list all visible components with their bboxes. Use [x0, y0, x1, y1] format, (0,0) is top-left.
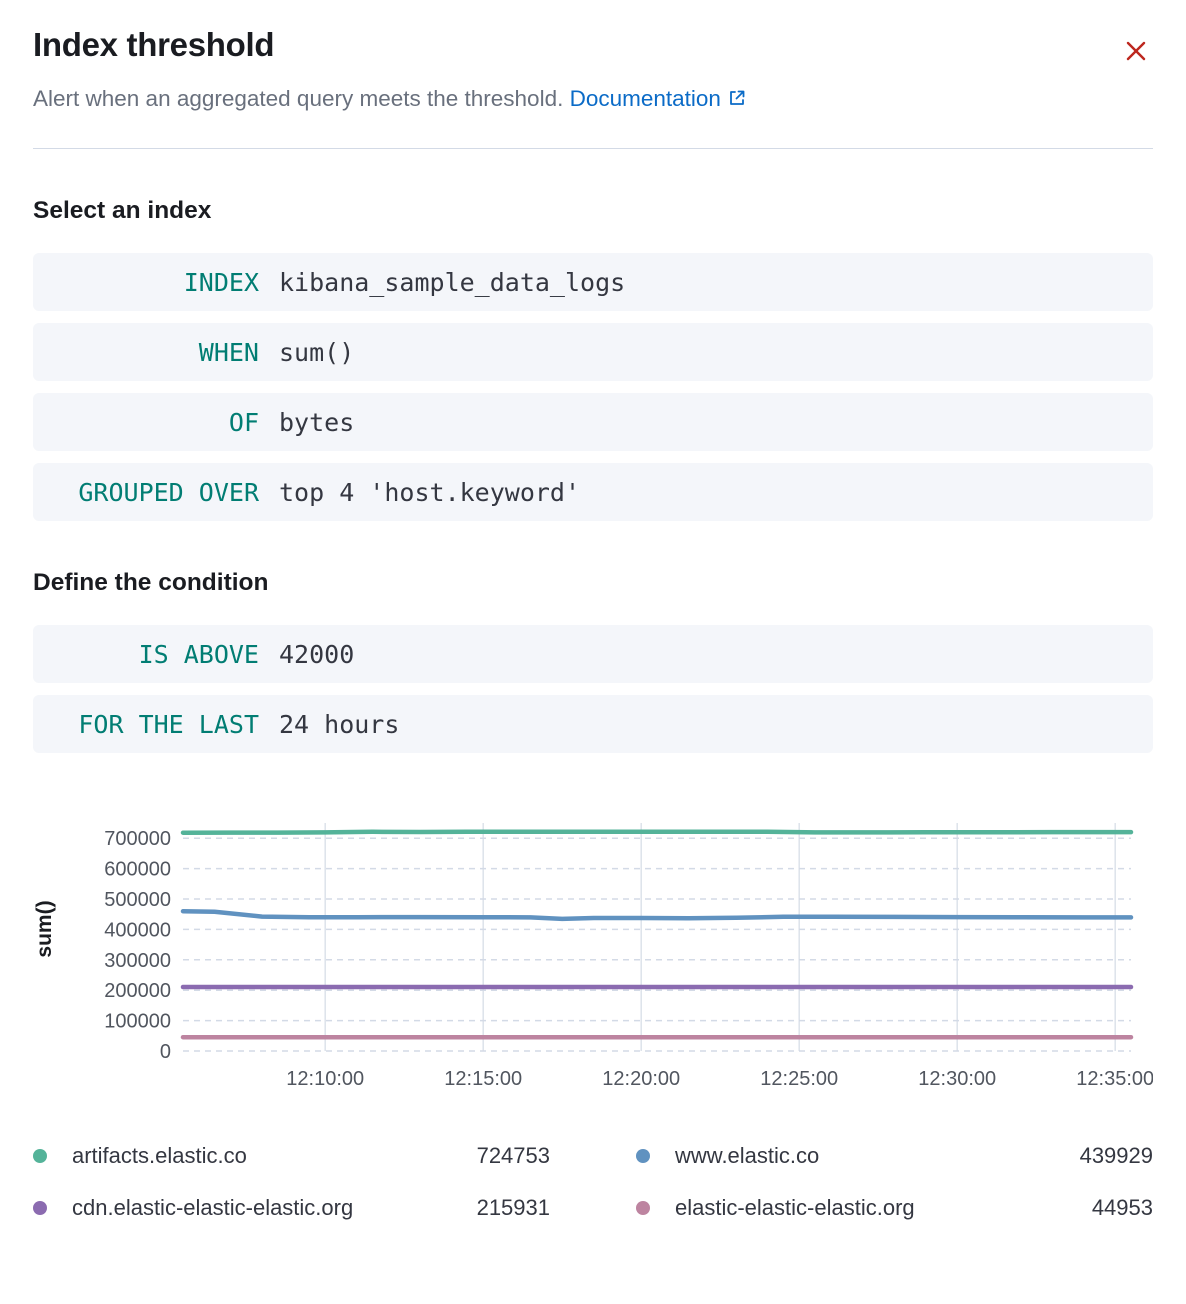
- legend-dot: [33, 1149, 47, 1163]
- expression-is-above[interactable]: IS ABOVE 42000: [33, 625, 1153, 683]
- svg-text:12:35:00: 12:35:00: [1076, 1068, 1153, 1090]
- expression-keyword: WHEN: [198, 337, 259, 367]
- expression-of[interactable]: OF bytes: [33, 393, 1153, 451]
- chart-legend: artifacts.elastic.co 724753 www.elastic.…: [33, 1130, 1153, 1234]
- legend-value: 724753: [476, 1143, 550, 1168]
- page-title: Index threshold: [33, 26, 275, 63]
- expression-value: bytes: [279, 407, 355, 437]
- index-expression-group: INDEX kibana_sample_data_logs WHEN sum()…: [33, 253, 1153, 521]
- expression-keyword: INDEX: [183, 267, 259, 297]
- svg-text:12:10:00: 12:10:00: [286, 1068, 364, 1090]
- legend-dot: [33, 1201, 47, 1215]
- svg-text:300000: 300000: [104, 950, 171, 972]
- legend-item[interactable]: elastic-elastic-elastic.org 44953: [636, 1182, 1153, 1234]
- legend-item[interactable]: cdn.elastic-elastic-elastic.org 215931: [33, 1182, 550, 1234]
- flyout-header: Index threshold: [33, 26, 1153, 68]
- svg-text:200000: 200000: [104, 980, 171, 1002]
- expression-keyword: IS ABOVE: [138, 639, 259, 669]
- select-index-heading: Select an index: [33, 197, 212, 224]
- expression-value: top 4 'host.keyword': [279, 477, 581, 507]
- y-axis-title: sum(): [33, 900, 56, 958]
- expression-keyword: OF: [228, 407, 259, 437]
- legend-label: elastic-elastic-elastic.org: [675, 1195, 915, 1220]
- header-divider: [33, 148, 1153, 149]
- svg-text:400000: 400000: [104, 919, 171, 941]
- expression-index[interactable]: INDEX kibana_sample_data_logs: [33, 253, 1153, 311]
- svg-text:0: 0: [160, 1041, 171, 1063]
- svg-text:12:25:00: 12:25:00: [760, 1068, 838, 1090]
- svg-text:700000: 700000: [104, 828, 171, 850]
- threshold-preview-chart: 12:10:00 12:15:00 12:20:00 12:25:00 12:30:00…: [104, 823, 1154, 1090]
- expression-value: kibana_sample_data_logs: [279, 267, 626, 297]
- documentation-link-label: Documentation: [569, 86, 721, 111]
- legend-item[interactable]: artifacts.elastic.co 724753: [33, 1130, 550, 1182]
- expression-keyword: FOR THE LAST: [78, 709, 259, 739]
- legend-value: 44953: [1091, 1195, 1153, 1220]
- close-icon: [1126, 41, 1146, 61]
- chart-wrap: sum() 12:10:00 12:15:00 12:20:00 12:25:00 12…: [33, 811, 1154, 1104]
- svg-text:12:15:00: 12:15:00: [444, 1068, 522, 1090]
- legend-label: www.elastic.co: [675, 1143, 820, 1168]
- close-button[interactable]: [1119, 34, 1153, 68]
- expression-grouped-over[interactable]: GROUPED OVER top 4 'host.keyword': [33, 463, 1153, 521]
- external-link-icon: [730, 90, 745, 105]
- legend-value: 439929: [1079, 1143, 1153, 1168]
- threshold-preview-section: sum() 12:10:00 12:15:00 12:20:00 12:25:00 12…: [33, 811, 1154, 1234]
- legend-item[interactable]: www.elastic.co 439929: [636, 1130, 1153, 1182]
- expression-value: 24 hours: [279, 709, 400, 739]
- svg-text:600000: 600000: [104, 859, 171, 881]
- svg-text:100000: 100000: [104, 1011, 171, 1033]
- svg-text:500000: 500000: [104, 889, 171, 911]
- legend-dot: [636, 1201, 650, 1215]
- expression-value: 42000: [279, 639, 355, 669]
- legend-dot: [636, 1149, 650, 1163]
- expression-for-the-last[interactable]: FOR THE LAST 24 hours: [33, 695, 1153, 753]
- expression-value: sum(): [279, 337, 355, 367]
- svg-text:12:20:00: 12:20:00: [602, 1068, 680, 1090]
- svg-text:12:30:00: 12:30:00: [918, 1068, 996, 1090]
- subtitle-text: Alert when an aggregated query meets the…: [33, 86, 564, 111]
- define-condition-heading: Define the condition: [33, 569, 269, 596]
- legend-label: artifacts.elastic.co: [72, 1143, 247, 1168]
- condition-expression-group: IS ABOVE 42000 FOR THE LAST 24 hours: [33, 625, 1153, 753]
- flyout-subtitle: Alert when an aggregated query meets the…: [33, 86, 1153, 112]
- documentation-link[interactable]: Documentation: [570, 86, 747, 111]
- expression-when[interactable]: WHEN sum(): [33, 323, 1153, 381]
- expression-keyword: GROUPED OVER: [78, 477, 259, 507]
- legend-label: cdn.elastic-elastic-elastic.org: [72, 1195, 354, 1220]
- legend-value: 215931: [476, 1195, 550, 1220]
